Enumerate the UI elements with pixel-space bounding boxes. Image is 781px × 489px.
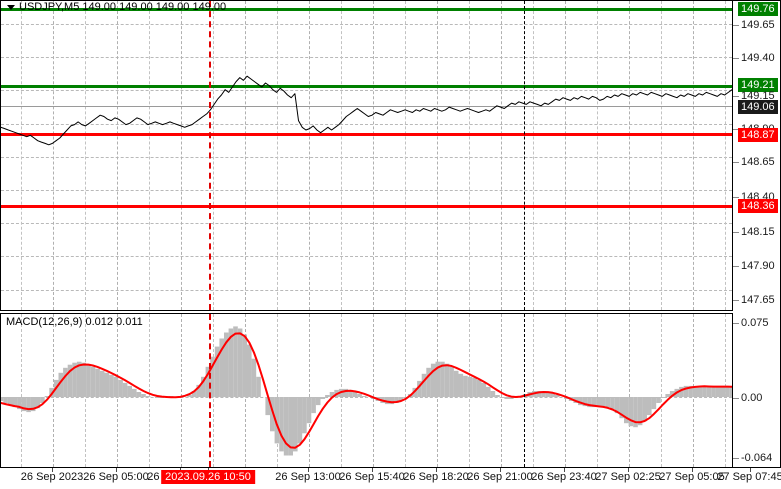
axis-price-label: 149.40 xyxy=(741,52,775,64)
time-axis-label: 26 Sep 18:20 xyxy=(403,471,469,483)
axis-tick-mark xyxy=(733,197,739,198)
collapse-triangle-icon[interactable] xyxy=(7,5,15,10)
axis-price-label: 148.15 xyxy=(741,226,775,238)
macd-panel-title: MACD(12,26,9) 0.012 0.011 xyxy=(6,316,143,328)
axis-tick-mark xyxy=(733,232,739,233)
time-tick-mark xyxy=(116,468,117,472)
axis-tick-mark xyxy=(733,25,739,26)
time-axis-label: 26 Sep 23:40 xyxy=(531,471,597,483)
axis-price-label: 149.15 xyxy=(741,90,775,102)
selected-time-tag[interactable]: 2023.09.26 10:50 xyxy=(161,470,255,484)
time-axis-label: 27 Sep 05:05 xyxy=(659,471,725,483)
price-chart-panel[interactable]: USDJPY,M5 149.00 149.00 149.00 149.00 xyxy=(0,0,733,311)
axis-price-label: -0.064 xyxy=(741,452,773,464)
time-axis-label: 27 Sep 02:25 xyxy=(595,471,661,483)
axis-price-label: 149.65 xyxy=(741,19,775,31)
axis-price-label: 147.90 xyxy=(741,260,775,272)
time-axis-label: 26 Sep 21:00 xyxy=(467,471,533,483)
axis-tick-mark xyxy=(733,129,739,130)
time-tick-mark xyxy=(500,468,501,472)
axis-tick-mark xyxy=(733,266,739,267)
axis-tick-mark xyxy=(733,300,739,301)
time-tick-mark xyxy=(436,468,437,472)
time-tick-mark xyxy=(308,468,309,472)
time-axis-label: 27 Sep 07:45 xyxy=(717,471,781,483)
axis-price-tag[interactable]: 149.06 xyxy=(738,100,778,114)
axis-tick-mark xyxy=(733,458,739,459)
axis-price-label: 148.65 xyxy=(741,156,775,168)
time-axis-label: 26 Sep 13:00 xyxy=(275,471,341,483)
axis-tick-mark xyxy=(733,162,739,163)
price-value-axis[interactable]: 149.76 149.65 149.40 149.21 149.15 149.06 148.… xyxy=(733,0,781,468)
price-line-series xyxy=(1,75,732,146)
time-tick-mark xyxy=(564,468,565,472)
time-tick-mark xyxy=(628,468,629,472)
axis-tick-mark xyxy=(733,323,739,324)
axis-price-tag[interactable]: 149.21 xyxy=(738,78,778,92)
time-tick-mark xyxy=(372,468,373,472)
macd-series xyxy=(1,326,732,456)
axis-price-tag[interactable]: 148.36 xyxy=(738,199,778,213)
axis-tick-mark xyxy=(733,398,739,399)
time-tick-mark xyxy=(692,468,693,472)
axis-price-label: 0.00 xyxy=(741,392,763,404)
axis-price-label: 147.65 xyxy=(741,294,775,306)
time-tick-mark xyxy=(52,468,53,472)
axis-tick-mark xyxy=(733,96,739,97)
time-tick-mark xyxy=(750,468,751,472)
axis-price-tag[interactable]: 149.76 xyxy=(738,2,778,16)
axis-price-label: 0.075 xyxy=(741,317,769,329)
time-axis-label: 26 Sep 05:00 xyxy=(83,471,149,483)
price-panel-title: USDJPY,M5 149.00 149.00 149.00 149.00 xyxy=(19,1,227,13)
macd-indicator-panel[interactable]: MACD(12,26,9) 0.012 0.011 xyxy=(0,313,733,468)
time-axis-label: 26 Sep 15:40 xyxy=(339,471,405,483)
axis-price-tag[interactable]: 148.87 xyxy=(738,128,778,142)
time-axis-label: 26 Sep 2023 xyxy=(20,471,84,483)
axis-tick-mark xyxy=(733,58,739,59)
